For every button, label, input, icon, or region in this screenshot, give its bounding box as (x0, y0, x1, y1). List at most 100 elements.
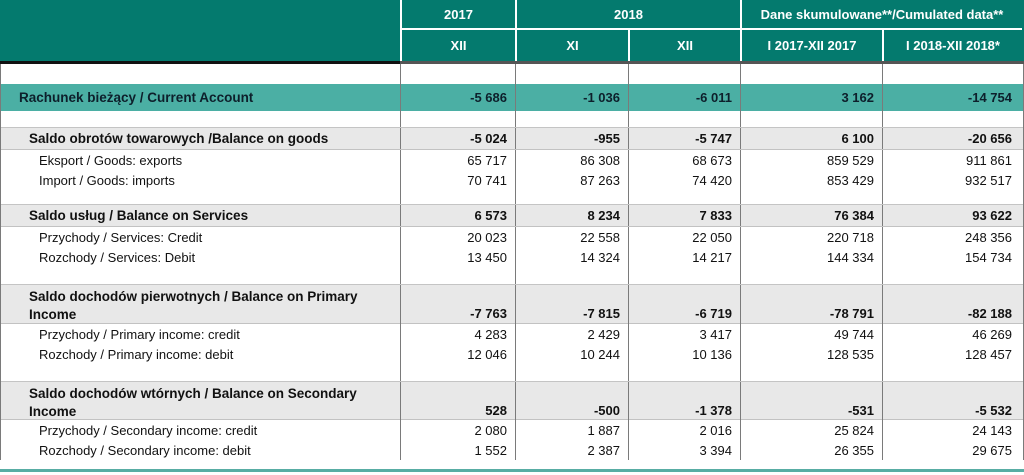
cell-label: Eksport / Goods: exports (39, 152, 183, 168)
cell-value: 74 420 (628, 170, 740, 190)
row-secondary-income-debit: Rozchody / Secondary income: debit 1 552… (1, 440, 1023, 460)
row-current-account: Rachunek bieżący / Current Account -5 68… (1, 84, 1023, 111)
spacer-row (1, 267, 1023, 284)
row-balance-on-goods: Saldo obrotów towarowych /Balance on goo… (1, 127, 1023, 150)
cell-value: 932 517 (882, 170, 1020, 190)
cell-label: Rachunek bieżący / Current Account (19, 90, 254, 105)
cell-label: Saldo dochodów pierwotnych / Balance on … (29, 289, 358, 322)
subcol-2017-xii: XII (400, 30, 515, 61)
cell-value: 220 718 (740, 227, 882, 247)
col-cumulated-data: Dane skumulowane**/Cumulated data** (740, 0, 1022, 30)
cell-value: 3 162 (740, 84, 882, 111)
cell-value: 46 269 (882, 324, 1020, 344)
cell-label: Import / Goods: imports (39, 172, 175, 188)
cell-value: -531 (740, 382, 882, 421)
col-year-2018: 2018 (515, 0, 740, 30)
cell-value: -14 754 (882, 84, 1020, 111)
cell-value: -78 791 (740, 285, 882, 324)
col-year-2017: 2017 (400, 0, 515, 30)
cell-value: 1 887 (515, 420, 628, 440)
cell-value: 76 384 (740, 205, 882, 226)
cell-value: 87 263 (515, 170, 628, 190)
row-balance-on-primary-income: Saldo dochodów pierwotnych / Balance on … (1, 284, 1023, 324)
cell-label: Przychody / Primary income: credit (39, 326, 240, 342)
cell-value: 22 558 (515, 227, 628, 247)
cell-value: 2 429 (515, 324, 628, 344)
cell-value: 14 217 (628, 247, 740, 267)
cell-value: 3 394 (628, 440, 740, 460)
subcol-2018-xii: XII (628, 30, 740, 61)
cell-value: 859 529 (740, 150, 882, 170)
cell-value: 144 334 (740, 247, 882, 267)
cell-value: 853 429 (740, 170, 882, 190)
row-primary-income-debit: Rozchody / Primary income: debit 12 046 … (1, 344, 1023, 364)
cell-value: 154 734 (882, 247, 1020, 267)
cell-value: 528 (400, 382, 515, 421)
table-body: Rachunek bieżący / Current Account -5 68… (0, 64, 1024, 460)
cell-value: 12 046 (400, 344, 515, 364)
cell-label: Rozchody / Secondary income: debit (39, 442, 251, 458)
corner-cell (0, 0, 400, 61)
cell-value: 248 356 (882, 227, 1020, 247)
cell-value: 24 143 (882, 420, 1020, 440)
cell-value: 10 244 (515, 344, 628, 364)
cell-value: 26 355 (740, 440, 882, 460)
cell-value: 29 675 (882, 440, 1020, 460)
footer-gap (0, 472, 1024, 475)
spacer-row (1, 190, 1023, 204)
cell-value: 911 861 (882, 150, 1020, 170)
row-services-debit: Rozchody / Services: Debit 13 450 14 324… (1, 247, 1023, 267)
cell-value: 49 744 (740, 324, 882, 344)
cell-value: -500 (515, 382, 628, 421)
cell-value: 7 833 (628, 205, 740, 226)
row-goods-imports: Import / Goods: imports 70 741 87 263 74… (1, 170, 1023, 190)
cell-label: Rozchody / Primary income: debit (39, 346, 234, 362)
table-header: 2017 2018 Dane skumulowane**/Cumulated d… (0, 0, 1024, 61)
cell-value: 3 417 (628, 324, 740, 344)
cell-value: 2 080 (400, 420, 515, 440)
cell-value: 128 535 (740, 344, 882, 364)
cell-label: Saldo usług / Balance on Services (29, 208, 249, 223)
spacer-row (1, 364, 1023, 381)
spacer-row (1, 64, 1023, 84)
cell-value: 70 741 (400, 170, 515, 190)
cell-value: 2 016 (628, 420, 740, 440)
cell-value: 65 717 (400, 150, 515, 170)
cell-label: Saldo dochodów wtórnych / Balance on Sec… (29, 386, 357, 419)
cell-value: -6 011 (628, 84, 740, 111)
footer-gap (0, 460, 1024, 469)
row-balance-on-secondary-income: Saldo dochodów wtórnych / Balance on Sec… (1, 381, 1023, 421)
row-balance-on-services: Saldo usług / Balance on Services 6 573 … (1, 204, 1023, 227)
cell-value: -5 024 (400, 128, 515, 149)
cell-value: 128 457 (882, 344, 1020, 364)
cell-value: -7 815 (515, 285, 628, 324)
row-secondary-income-credit: Przychody / Secondary income: credit 2 0… (1, 420, 1023, 440)
spacer-row (1, 111, 1023, 127)
cell-value: 1 552 (400, 440, 515, 460)
cell-value: 8 234 (515, 205, 628, 226)
cell-value: 25 824 (740, 420, 882, 440)
cell-value: -5 747 (628, 128, 740, 149)
cell-value: -7 763 (400, 285, 515, 324)
cell-value: 68 673 (628, 150, 740, 170)
cell-value: 6 100 (740, 128, 882, 149)
cell-value: -1 036 (515, 84, 628, 111)
cell-value: 93 622 (882, 205, 1020, 226)
header-underline (0, 61, 1024, 64)
bottom-teal-rule (0, 469, 1024, 472)
cell-value: 14 324 (515, 247, 628, 267)
cell-value: -1 378 (628, 382, 740, 421)
cell-value: 6 573 (400, 205, 515, 226)
cell-label: Saldo obrotów towarowych /Balance on goo… (29, 131, 329, 146)
subcol-cum-2017: I 2017-XII 2017 (740, 30, 882, 61)
cell-value: 22 050 (628, 227, 740, 247)
row-services-credit: Przychody / Services: Credit 20 023 22 5… (1, 227, 1023, 247)
subcol-cum-2018: I 2018-XII 2018* (882, 30, 1022, 61)
cell-value: -5 532 (882, 382, 1020, 421)
cell-value: -82 188 (882, 285, 1020, 324)
cell-value: 10 136 (628, 344, 740, 364)
cell-label: Rozchody / Services: Debit (39, 249, 196, 265)
cell-value: -955 (515, 128, 628, 149)
cell-value: -5 686 (400, 84, 515, 111)
